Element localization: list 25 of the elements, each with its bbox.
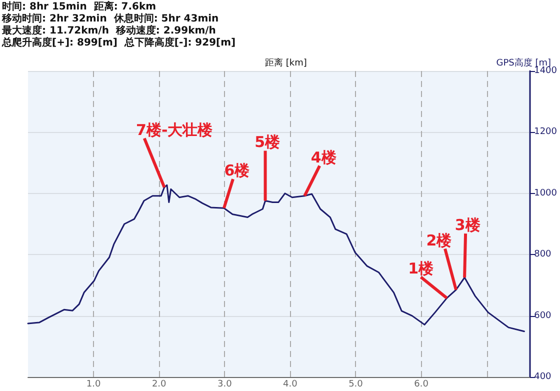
x-tick-label: 5.0 bbox=[348, 380, 364, 390]
x-tick-label: 3.0 bbox=[217, 380, 232, 390]
y-tick-label: 400 bbox=[534, 372, 552, 382]
x-axis-title: 距离 [km] bbox=[265, 58, 307, 68]
y-tick-label: 1200 bbox=[534, 127, 558, 138]
x-tick-label: 1.0 bbox=[86, 380, 101, 390]
text: 总爬升高度[+]: 899[m] 总下降高度[-]: 929[m] bbox=[1, 36, 236, 48]
annotation: 6楼 bbox=[224, 162, 251, 180]
annotation: 4楼 bbox=[310, 148, 338, 166]
annotation: 1楼 bbox=[408, 260, 435, 278]
x-tick-label: 6.0 bbox=[414, 380, 429, 390]
y-tick-label: 800 bbox=[534, 250, 552, 260]
x-tick-label: 2.0 bbox=[152, 380, 167, 390]
y-tick-label: 1400 bbox=[534, 66, 558, 76]
text: 最大速度: 11.72km/h 移动速度: 2.99km/h bbox=[1, 24, 216, 36]
x-tick-label: 4.0 bbox=[283, 380, 298, 390]
annotation: 2楼 bbox=[426, 231, 453, 250]
text: 时间: 8hr 15min 距离: 7.6km bbox=[2, 0, 156, 12]
text: 移动时间: 2hr 32min 休息时间: 5hr 43min bbox=[1, 12, 219, 24]
annotation: 3楼 bbox=[454, 216, 482, 234]
line-series bbox=[27, 184, 525, 332]
annotation: 7楼-大壮楼 bbox=[136, 120, 214, 139]
annotation: 5楼 bbox=[254, 133, 281, 152]
y-tick-label: 600 bbox=[534, 310, 552, 321]
y-tick-label: 1000 bbox=[534, 188, 558, 198]
